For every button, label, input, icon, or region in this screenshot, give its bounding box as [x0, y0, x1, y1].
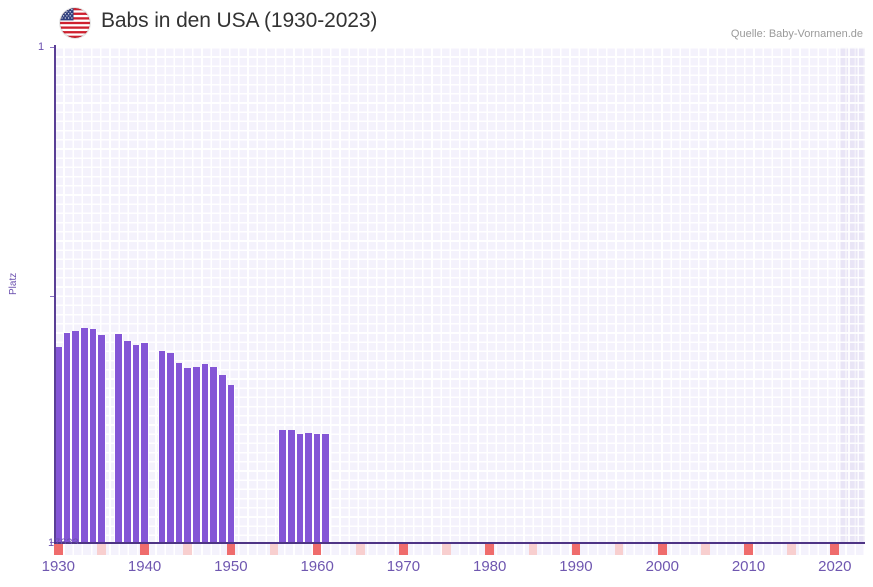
x-tick-minor: [97, 544, 106, 555]
tick-strip-grid: [54, 544, 865, 555]
x-axis-label: 1970: [386, 558, 421, 575]
x-tick-major: [657, 544, 667, 555]
bar[interactable]: [131, 344, 141, 542]
x-tick-major: [140, 544, 149, 555]
x-tick-major: [485, 544, 494, 555]
bar[interactable]: [97, 335, 106, 542]
bar[interactable]: [174, 363, 184, 542]
us-flag-icon: [60, 8, 90, 38]
bar[interactable]: [286, 430, 296, 542]
x-tick-minor: [442, 544, 451, 555]
x-axis-label: 1950: [214, 558, 248, 575]
bar[interactable]: [183, 367, 193, 542]
x-tick-major: [312, 544, 322, 555]
bar[interactable]: [88, 329, 98, 542]
bar[interactable]: [209, 367, 218, 542]
x-tick-minor: [355, 544, 365, 555]
x-tick-minor: [528, 544, 538, 555]
bar[interactable]: [295, 434, 305, 542]
bar[interactable]: [312, 433, 322, 542]
x-axis-label: 1990: [559, 558, 593, 575]
bar[interactable]: [123, 340, 132, 542]
x-tick-major: [226, 544, 236, 555]
bar[interactable]: [278, 430, 287, 542]
x-tick-minor: [787, 544, 796, 555]
x-tick-minor: [183, 544, 193, 555]
bar-series: [54, 47, 865, 542]
bar[interactable]: [157, 351, 167, 542]
x-axis-tick-strip: [54, 544, 865, 555]
bar[interactable]: [200, 364, 210, 542]
y-axis-tick-bottom: [50, 542, 54, 543]
bar[interactable]: [79, 327, 89, 542]
x-axis-label: 1930: [41, 558, 75, 575]
x-tick-minor: [701, 544, 710, 555]
bar[interactable]: [140, 343, 149, 542]
bar[interactable]: [304, 432, 313, 542]
bar[interactable]: [62, 333, 72, 542]
bar[interactable]: [114, 334, 124, 542]
x-axis-label: 2010: [731, 558, 766, 575]
x-axis-label: 2000: [645, 558, 679, 575]
x-tick-major: [744, 544, 753, 555]
chart-header: Babs in den USA (1930-2023) Quelle: Baby…: [0, 0, 873, 44]
bar[interactable]: [71, 330, 80, 542]
x-tick-minor: [614, 544, 624, 555]
source-label: Quelle: Baby-Vornamen.de: [730, 28, 863, 40]
x-tick-minor: [269, 544, 279, 555]
x-axis-label: 1940: [127, 558, 162, 575]
x-axis-label: 1980: [473, 558, 507, 575]
bar[interactable]: [226, 384, 236, 542]
x-axis-label: 1960: [300, 558, 334, 575]
x-tick-major: [54, 544, 63, 555]
y-axis-title: Platz: [8, 272, 19, 295]
bar[interactable]: [192, 367, 201, 542]
bar[interactable]: [321, 434, 331, 542]
y-axis-tick-top: [50, 47, 54, 48]
page-title: Babs in den USA (1930-2023): [101, 9, 378, 32]
y-axis-tick-mid: [50, 296, 54, 297]
bar[interactable]: [217, 375, 227, 542]
x-axis-labels: 1930 1940 1950 1960 1970 1980 1990 2000 2010 2020: [42, 558, 865, 582]
x-tick-major: [571, 544, 581, 555]
x-axis-line: [54, 542, 865, 544]
x-tick-major: [399, 544, 408, 555]
x-axis-label: 2020: [818, 558, 852, 575]
y-axis-line: [54, 45, 56, 544]
bar[interactable]: [166, 352, 175, 542]
x-tick-major: [830, 544, 840, 555]
